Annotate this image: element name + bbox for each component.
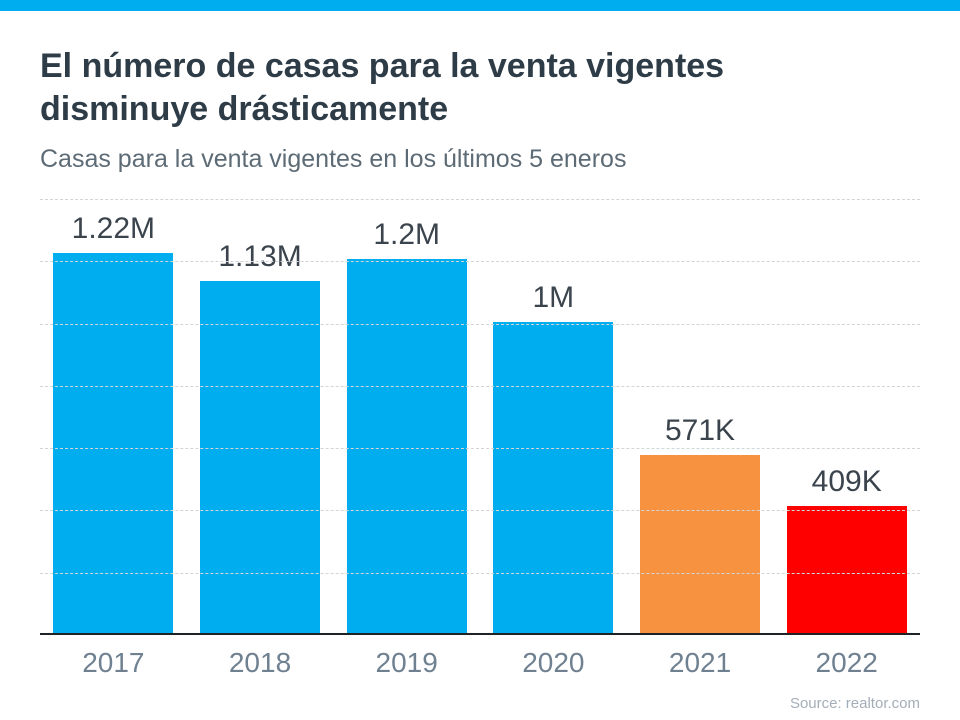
x-axis-label-2019: 2019 — [375, 647, 438, 678]
x-axis-label-2022: 2022 — [815, 647, 878, 678]
bar-chart: 1.22M 1.13M 1.2M 1M 571K 409K 2017 2018 2019 202… — [40, 199, 920, 679]
plot-area: 1.22M 1.13M 1.2M 1M 571K 409K — [40, 199, 920, 635]
gridline-1400000 — [40, 199, 920, 200]
header: El número de casas para la venta vigente… — [40, 45, 920, 174]
gridline-1000000 — [40, 323, 920, 325]
bar-value-label-2019: 1.2M — [373, 218, 441, 252]
bar-2020 — [493, 321, 614, 633]
x-axis-label-2021: 2021 — [668, 647, 732, 678]
gridline-1200000 — [40, 261, 920, 263]
bar-2018 — [199, 281, 321, 633]
x-axis-label-2018: 2018 — [228, 647, 292, 678]
bar-value-label-2017: 1.22M — [71, 212, 156, 246]
bar-2022 — [786, 505, 907, 633]
bar-group-2017: 1.22M — [40, 212, 187, 633]
source-text: Source: realtor.com — [789, 695, 920, 712]
bar-2021 — [639, 455, 761, 633]
bar-group-2022: 409K — [773, 465, 920, 633]
bar-group-2021: 571K — [627, 414, 774, 633]
page-title: El número de casas para la venta vigente… — [40, 47, 725, 128]
accent-strip — [0, 0, 960, 11]
gridline-200000 — [40, 572, 920, 574]
bar-value-label-2018: 1.13M — [218, 240, 302, 274]
gridline-400000 — [40, 510, 920, 512]
bar-2019 — [346, 259, 467, 633]
bars-row: 1.22M 1.13M 1.2M 1M 571K 409K — [40, 199, 920, 633]
bar-group-2018: 1.13M — [187, 240, 334, 633]
x-axis: 2017 2018 2019 2020 2021 2022 — [40, 647, 920, 679]
gridline-600000 — [40, 448, 920, 450]
chart-subtitle: Casas para la venta vigentes en los últi… — [40, 145, 627, 173]
bar-group-2019: 1.2M — [333, 218, 480, 633]
x-axis-label-2017: 2017 — [82, 647, 145, 678]
x-axis-label-2020: 2020 — [522, 647, 585, 678]
bar-2017 — [53, 253, 174, 633]
gridline-800000 — [40, 385, 920, 387]
source-row: Source: realtor.com — [40, 695, 920, 713]
bar-group-2020: 1M — [480, 281, 627, 633]
bar-value-label-2021: 571K — [664, 414, 736, 448]
bar-value-label-2020: 1M — [532, 280, 575, 314]
bar-value-label-2022: 409K — [811, 464, 882, 498]
